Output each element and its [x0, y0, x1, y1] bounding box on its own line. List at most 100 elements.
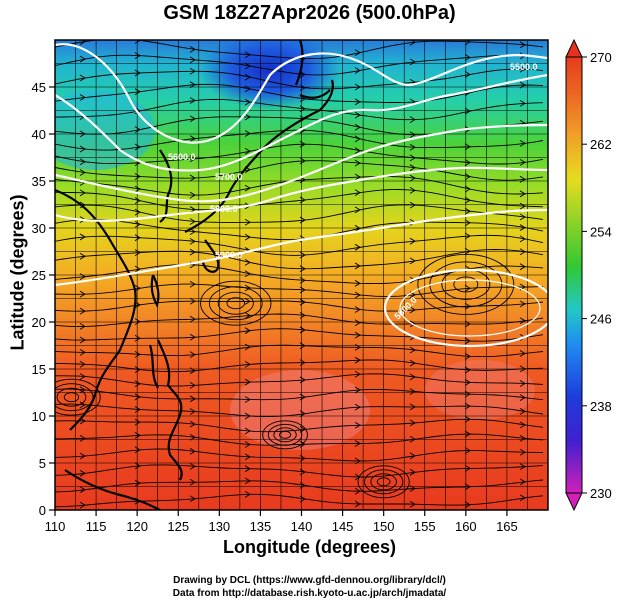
- streamline-arrow: [354, 123, 361, 131]
- streamline-arrow: [189, 81, 196, 89]
- streamline-arrow: [519, 81, 526, 89]
- eddy-streamline: [370, 473, 397, 491]
- streamline-arrow: [189, 408, 196, 415]
- colorbar-tick-label: 254: [590, 224, 612, 239]
- streamline-arrow: [519, 235, 526, 243]
- y-tick-label: 15: [32, 362, 46, 377]
- streamline-arrow: [519, 65, 526, 73]
- contour-5800-high: [383, 268, 548, 348]
- streamline-arrow: [134, 234, 141, 242]
- map-plot-area: 5500.0 5600.0 5700.0 5800.0 5900.0 5800.…: [55, 40, 548, 510]
- streamline-arrow: [299, 454, 306, 462]
- streamline-arrow: [134, 366, 141, 373]
- streamline-arrow: [354, 173, 361, 181]
- streamline-arrow: [244, 218, 251, 226]
- streamline-arrow: [409, 164, 416, 172]
- x-tick-label: 110: [45, 519, 66, 534]
- streamline-arrow: [409, 485, 416, 492]
- streamline-arrow: [519, 494, 526, 502]
- streamline-arrow: [244, 312, 251, 319]
- streamline-arrow: [519, 478, 526, 486]
- streamline-arrow: [134, 173, 141, 180]
- streamline-arrow: [134, 143, 141, 151]
- y-axis-ticks: 0 5 10 15 20 25 30 35 40 45: [32, 80, 55, 518]
- streamline-arrow: [79, 349, 86, 356]
- streamline-arrow: [79, 373, 86, 380]
- streamline-arrow: [189, 191, 196, 199]
- x-tick-label: 125: [167, 519, 189, 534]
- streamline-arrow: [409, 187, 416, 194]
- streamline-arrow: [519, 448, 526, 456]
- colorbar-ticks: 230 238 246 254 262 270: [582, 50, 612, 501]
- streamline-arrow: [134, 301, 141, 309]
- eddy-streamline: [273, 427, 297, 443]
- streamline-arrow: [409, 419, 416, 427]
- streamline-arrow: [134, 220, 141, 228]
- streamline-arrow: [354, 224, 361, 232]
- streamline-arrow: [354, 500, 361, 508]
- streamline-arrow: [134, 393, 141, 401]
- streamline-arrow: [354, 319, 361, 327]
- streamline-arrow: [354, 262, 361, 270]
- streamline: [55, 464, 544, 478]
- streamline-arrow: [299, 157, 306, 165]
- streamline-arrow: [354, 370, 361, 378]
- streamline-arrow: [244, 113, 251, 121]
- x-axis-label: Longitude (degrees): [222, 537, 396, 557]
- streamline-arrow: [244, 360, 251, 368]
- streamline-arrow: [134, 334, 141, 342]
- streamline-arrow: [134, 284, 141, 292]
- y-tick-label: 20: [32, 315, 46, 330]
- streamline: [55, 313, 544, 327]
- streamline-arrow: [299, 468, 306, 476]
- streamline-arrow: [79, 189, 86, 197]
- streamline-arrow: [189, 433, 196, 441]
- streamline-arrow: [409, 154, 416, 162]
- streamline-arrow: [189, 495, 196, 503]
- streamline-arrow: [244, 396, 251, 403]
- streamline-arrow: [409, 174, 416, 182]
- streamline-arrow: [519, 421, 526, 429]
- streamline: [55, 373, 544, 387]
- streamline-arrow: [79, 401, 86, 409]
- y-tick-label: 35: [32, 174, 46, 189]
- streamline-arrow: [299, 286, 306, 294]
- streamline-arrow: [464, 107, 471, 115]
- streamline-arrow: [464, 402, 471, 410]
- streamline-arrow: [244, 284, 251, 292]
- eddy-streamline: [226, 297, 246, 310]
- coast-taiwan: [150, 274, 160, 308]
- streamline-arrow: [354, 306, 361, 313]
- streamline-arrow: [79, 336, 86, 344]
- streamline-arrow: [134, 418, 141, 426]
- contour-label-1: 5500.0: [510, 62, 538, 72]
- streamline-arrow: [79, 434, 86, 442]
- streamline-arrow: [244, 297, 251, 305]
- streamline-arrow: [244, 98, 251, 106]
- streamline-arrow: [519, 463, 526, 471]
- streamline-arrow: [409, 320, 416, 328]
- streamline-arrow: [409, 257, 416, 265]
- y-tick-label: 10: [32, 409, 46, 424]
- streamline-arrow: [409, 388, 416, 395]
- streamline-arrow: [189, 333, 196, 341]
- colorbar-tick-label: 238: [590, 399, 612, 414]
- x-tick-label: 155: [414, 519, 436, 534]
- streamline-arrow: [464, 366, 471, 374]
- chart-title: GSM 18Z27Apr2026 (500.0hPa): [163, 2, 456, 24]
- streamline-arrow: [409, 201, 416, 209]
- streamline: [55, 189, 544, 211]
- x-tick-label: 140: [291, 519, 313, 534]
- streamline-arrow: [79, 145, 86, 153]
- streamline-arrow: [354, 67, 361, 74]
- streamline-arrow: [354, 487, 361, 495]
- streamline-arrow: [79, 94, 86, 101]
- streamline-arrow: [79, 252, 86, 260]
- streamline-arrow: [464, 40, 471, 46]
- coast-kyushu: [201, 239, 220, 273]
- streamline-arrow: [79, 40, 86, 45]
- streamline-arrow: [134, 318, 141, 326]
- streamline-arrow: [189, 115, 196, 123]
- streamline-arrow: [189, 56, 196, 64]
- streamline-arrow: [464, 89, 471, 96]
